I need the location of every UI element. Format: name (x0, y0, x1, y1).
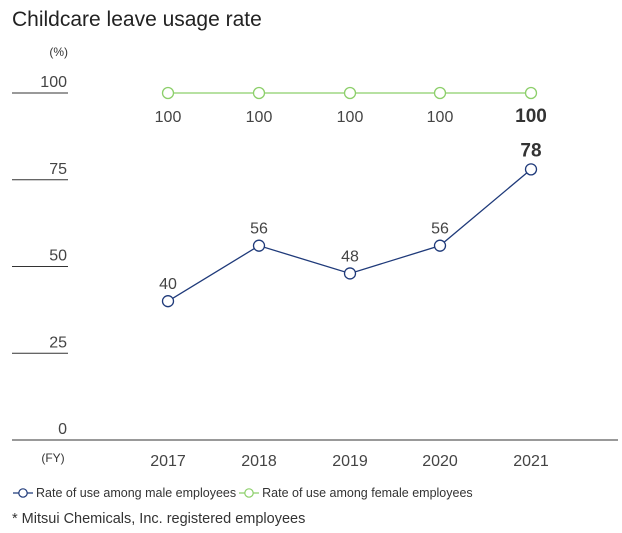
x-axis-unit-label: (FY) (41, 451, 64, 465)
x-tick-label: 2019 (332, 453, 368, 470)
chart-title: Childcare leave usage rate (12, 8, 262, 31)
data-label: 100 (246, 109, 273, 126)
data-label: 100 (515, 106, 547, 127)
x-tick-label: 2017 (150, 453, 186, 470)
legend: Rate of use among male employees Rate of… (12, 486, 473, 500)
data-point (343, 267, 357, 280)
data-label: 48 (341, 248, 359, 265)
series-line-0 (167, 168, 532, 302)
legend-item-male: Rate of use among male employees (12, 486, 236, 500)
y-tick-label: 0 (58, 421, 67, 438)
x-tick-label: 2018 (241, 453, 277, 470)
data-label: 40 (159, 276, 177, 293)
data-point (524, 86, 538, 100)
data-label: 78 (520, 140, 541, 161)
data-label: 100 (427, 109, 454, 126)
legend-label-male: Rate of use among male employees (36, 486, 237, 500)
legend-label-female: Rate of use among female employees (262, 486, 473, 500)
legend-marker-male (13, 488, 33, 498)
data-label: 56 (250, 221, 268, 238)
x-tick-label: 2020 (422, 453, 458, 470)
data-point (252, 239, 266, 252)
legend-item-female: Rate of use among female employees (238, 486, 473, 500)
x-tick-label: 2021 (513, 453, 549, 470)
data-point (433, 239, 447, 252)
footnote: * Mitsui Chemicals, Inc. registered empl… (12, 511, 306, 527)
legend-marker-female (239, 488, 260, 498)
data-label: 56 (431, 221, 449, 238)
y-tick-label: 100 (40, 74, 67, 91)
line-chart: (%) 0 25 50 75 100 (FY) 2017 2018 2019 2020 2021 40… (12, 45, 618, 470)
data-point (252, 86, 266, 100)
data-point (161, 295, 175, 308)
y-axis-unit-label: (%) (49, 45, 68, 59)
data-point (343, 86, 357, 100)
data-point (161, 86, 175, 100)
y-tick-label: 50 (49, 248, 67, 265)
data-point (524, 163, 538, 176)
data-label: 100 (337, 109, 364, 126)
data-point (433, 86, 447, 100)
y-tick-label: 25 (49, 334, 67, 351)
y-tick-label: 75 (49, 161, 67, 178)
data-label: 100 (155, 109, 182, 126)
